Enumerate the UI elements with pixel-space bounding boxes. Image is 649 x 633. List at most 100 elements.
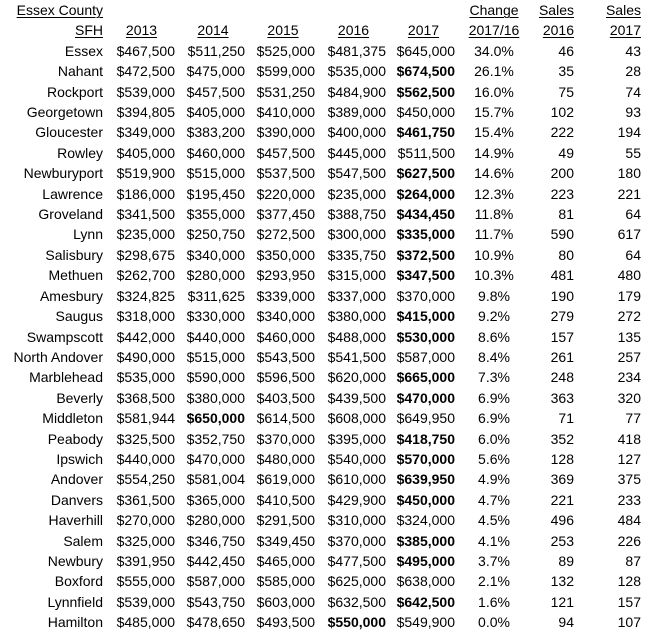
cell-2014: $440,000 xyxy=(186,328,245,345)
cell-2016: $370,000 xyxy=(327,532,386,549)
cell-2017: $674,500 xyxy=(396,63,455,80)
cell-2014: $442,450 xyxy=(186,552,245,569)
cell-sales-2017: 93 xyxy=(625,104,641,121)
cell-2013: $368,500 xyxy=(116,389,175,406)
cell-change: 9.8% xyxy=(478,287,510,304)
cell-2014: $543,750 xyxy=(186,593,245,610)
cell-2013: $555,000 xyxy=(116,573,175,590)
cell-2014: $195,450 xyxy=(186,185,245,202)
cell-2015: $599,000 xyxy=(256,63,315,80)
cell-town: Newbury xyxy=(47,552,103,569)
cell-2015: $291,500 xyxy=(256,512,315,529)
cell-sales-2016: 590 xyxy=(550,226,574,243)
cell-town: Rockport xyxy=(46,83,103,100)
cell-2017: $470,000 xyxy=(396,389,455,406)
cell-2015: $457,500 xyxy=(256,144,315,161)
cell-2016: $429,900 xyxy=(327,491,386,508)
cell-2014: $280,000 xyxy=(186,512,245,529)
cell-2016: $315,000 xyxy=(327,267,386,284)
cell-sales-2017: 480 xyxy=(617,267,641,284)
cell-2015: $525,000 xyxy=(256,42,315,59)
cell-sales-2017: 375 xyxy=(617,471,641,488)
cell-2014: $511,250 xyxy=(187,42,245,59)
cell-2016: $235,000 xyxy=(327,185,386,202)
cell-change: 12.3% xyxy=(474,185,514,202)
cell-sales-2016: 157 xyxy=(550,328,574,345)
cell-town: Hamilton xyxy=(47,614,103,631)
cell-2015: $603,000 xyxy=(256,593,315,610)
cell-2016: $300,000 xyxy=(327,226,386,243)
cell-2013: $270,000 xyxy=(116,512,175,529)
cell-change: 1.6% xyxy=(478,593,510,610)
cell-sales-2017: 77 xyxy=(625,410,641,427)
cell-town: Boxford xyxy=(54,573,103,590)
cell-2016: $335,750 xyxy=(327,246,386,263)
cell-sales-2016: 363 xyxy=(550,389,574,406)
cell-2014: $330,000 xyxy=(186,308,245,325)
cell-2017: $324,000 xyxy=(396,512,455,529)
cell-town: Middleton xyxy=(42,410,103,427)
cell-2016: $550,000 xyxy=(327,614,386,631)
cell-change: 14.6% xyxy=(474,165,514,182)
header-cell-sales-2016: Sales xyxy=(529,0,582,20)
cell-sales-2017: 617 xyxy=(617,226,641,243)
cell-town: Essex xyxy=(64,42,103,59)
cell-2017: $511,500 xyxy=(397,144,455,161)
cell-2015: $596,500 xyxy=(256,369,315,386)
cell-sales-2016: 279 xyxy=(550,308,574,325)
header-cell-2017: 2017 xyxy=(390,20,459,40)
cell-2013: $539,000 xyxy=(116,83,175,100)
table-title: Essex County xyxy=(16,2,103,18)
cell-2017: $385,000 xyxy=(396,532,455,549)
cell-town: Haverhill xyxy=(48,512,103,529)
cell-2014: $470,000 xyxy=(186,450,245,467)
cell-2015: $340,000 xyxy=(256,308,315,325)
cell-2017: $495,000 xyxy=(396,552,455,569)
cell-2013: $235,000 xyxy=(116,226,175,243)
col-header-sales-2017-year: 2017 xyxy=(609,22,641,39)
cell-2013: $349,000 xyxy=(116,124,175,141)
cell-change: 3.7% xyxy=(478,552,510,569)
cell-town: Groveland xyxy=(38,206,103,223)
cell-2013: $535,000 xyxy=(116,369,175,386)
cell-2016: $540,000 xyxy=(327,450,386,467)
cell-2017: $370,000 xyxy=(396,287,455,304)
cell-2013: $490,000 xyxy=(116,348,175,365)
cell-town: Newburyport xyxy=(23,165,103,182)
cell-2017: $418,750 xyxy=(396,430,455,447)
cell-town: Andover xyxy=(50,471,103,488)
cell-sales-2016: 49 xyxy=(558,144,574,161)
cell-2014: $581,004 xyxy=(186,471,245,488)
cell-2013: $539,000 xyxy=(116,593,175,610)
cell-2015: $493,500 xyxy=(256,614,315,631)
cell-2013: $298,675 xyxy=(116,246,175,263)
col-header-2016: 2016 xyxy=(337,22,370,39)
cell-sales-2016: 369 xyxy=(550,471,574,488)
cell-sales-2016: 81 xyxy=(558,206,574,223)
cell-sales-2017: 226 xyxy=(617,532,641,549)
cell-sales-2016: 35 xyxy=(558,63,574,80)
cell-sales-2017: 234 xyxy=(617,369,641,386)
cell-2017: $587,000 xyxy=(396,348,455,365)
cell-2013: $467,500 xyxy=(116,42,175,59)
cell-sales-2016: 253 xyxy=(550,532,574,549)
cell-2014: $405,000 xyxy=(186,104,245,121)
cell-2014: $311,625 xyxy=(187,287,245,304)
cell-2015: $403,500 xyxy=(256,389,315,406)
cell-2014: $590,000 xyxy=(186,369,245,386)
cell-2014: $460,000 xyxy=(186,144,245,161)
cell-town: Marblehead xyxy=(29,369,103,386)
cell-sales-2017: 221 xyxy=(617,185,641,202)
cell-2017: $434,450 xyxy=(396,206,455,223)
cell-2017: $665,000 xyxy=(396,369,455,386)
cell-sales-2017: 157 xyxy=(617,593,641,610)
cell-2015: $480,000 xyxy=(256,450,315,467)
header-cell-sales-2017-year: 2017 xyxy=(582,20,649,40)
cell-sales-2017: 257 xyxy=(617,348,641,365)
cell-2017: $347,500 xyxy=(396,267,455,284)
cell-2015: $619,000 xyxy=(256,471,315,488)
cell-change: 4.5% xyxy=(478,512,510,529)
cell-2016: $310,000 xyxy=(327,512,386,529)
cell-sales-2017: 74 xyxy=(625,83,641,100)
header-cell-sfh: SFH xyxy=(0,20,106,40)
